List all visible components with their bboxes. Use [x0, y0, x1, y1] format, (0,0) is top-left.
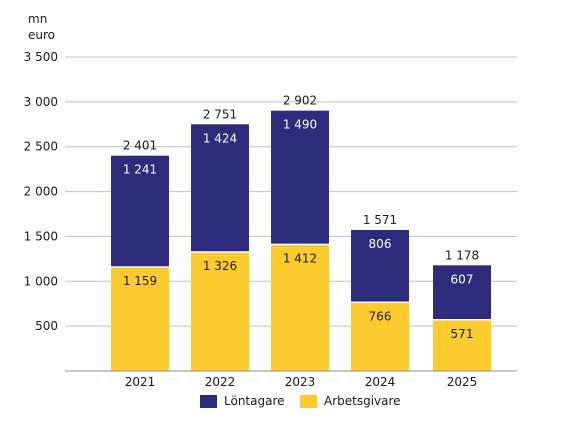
y-tick-label: 3 000	[24, 95, 58, 109]
bar-lontagare	[351, 229, 409, 303]
data-label-lontagare: 806	[369, 237, 392, 251]
bar-arbetsgivare	[191, 252, 249, 371]
x-tick-label: 2022	[205, 375, 236, 389]
bar-arbetsgivare	[111, 267, 169, 371]
y-tick-label: 2 000	[24, 185, 58, 199]
legend-item-arbetsgivare: Arbetsgivare	[300, 394, 401, 408]
bar-arbetsgivare	[351, 302, 409, 371]
x-tick-label: 2023	[285, 375, 316, 389]
data-label-lontagare: 1 424	[203, 131, 237, 145]
data-label-arbetsgivare: 1 412	[283, 251, 317, 265]
x-axis-ticks: 2021 2022 2023 2024 2025	[125, 375, 478, 389]
x-tick-label: 2024	[365, 375, 396, 389]
bars	[111, 110, 491, 371]
legend-swatch-arbetsgivare	[300, 394, 317, 408]
legend-label-lontagare: Löntagare	[224, 394, 285, 408]
y-tick-label: 500	[35, 319, 58, 333]
legend-swatch-lontagare	[200, 394, 217, 408]
unit-label-line1: mn	[28, 12, 48, 26]
bar-lontagare	[271, 110, 329, 245]
y-tick-label: 1 500	[24, 229, 58, 243]
data-label-total: 2 902	[283, 94, 317, 108]
y-tick-label: 1 000	[24, 274, 58, 288]
legend-label-arbetsgivare: Arbetsgivare	[324, 394, 401, 408]
unit-label-line2: euro	[28, 28, 55, 42]
data-label-arbetsgivare: 1 326	[203, 259, 237, 273]
data-labels: 1 159 1 241 2 401 1 326 1 424 2 751 1 412 1 490…	[123, 94, 479, 341]
data-label-total: 1 571	[363, 213, 397, 227]
y-tick-label: 2 500	[24, 140, 58, 154]
data-label-lontagare: 1 490	[283, 118, 317, 132]
data-label-total: 1 178	[445, 248, 479, 262]
data-label-lontagare: 1 241	[123, 163, 157, 177]
bar-arbetsgivare	[433, 319, 491, 371]
x-tick-label: 2021	[125, 375, 156, 389]
data-label-arbetsgivare: 1 159	[123, 274, 157, 288]
bar-lontagare	[111, 155, 169, 268]
legend-item-lontagare: Löntagare	[200, 394, 285, 408]
data-label-lontagare: 607	[451, 272, 474, 286]
data-label-arbetsgivare: 571	[451, 327, 474, 341]
y-axis-ticks: 500 1 000 1 500 2 000 2 500 3 000 3 500	[24, 50, 58, 333]
data-label-total: 2 401	[123, 139, 157, 153]
bar-lontagare	[191, 124, 249, 253]
bar-lontagare	[433, 265, 491, 320]
bar-arbetsgivare	[271, 244, 329, 371]
legend: Löntagare Arbetsgivare	[0, 394, 565, 414]
y-tick-label: 3 500	[24, 50, 58, 64]
x-tick-label: 2025	[447, 375, 478, 389]
data-label-total: 2 751	[203, 107, 237, 121]
data-label-arbetsgivare: 766	[369, 309, 392, 323]
